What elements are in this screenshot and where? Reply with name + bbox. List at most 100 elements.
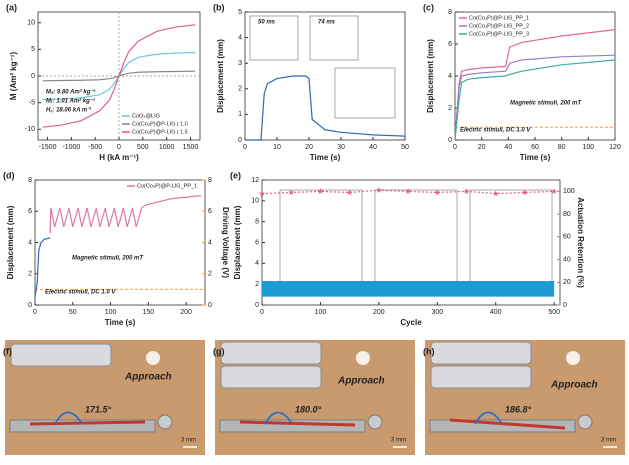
x-tick-label: 20: [478, 144, 486, 151]
star-marker: [317, 188, 324, 194]
x-tick-label: 1500: [183, 144, 199, 151]
y-axis-label: Displacement (mm): [6, 205, 15, 279]
annotation: Electric stimuli, DC 1.0 V: [460, 128, 531, 134]
x-tick-label: 0: [260, 309, 264, 316]
x-tick-label: 30: [337, 144, 345, 151]
legend-label: Co(Co₃P)@P-LIG_PP_1: [469, 15, 529, 21]
y2-axis-label: Driving Voltage (V): [221, 207, 230, 278]
x-tick-label: 100: [582, 144, 594, 151]
y-axis-label: Displacement (mm): [426, 39, 435, 113]
actuator: [29, 420, 146, 426]
panel-label: (h): [423, 346, 435, 356]
annotation: Magnetic stimuli, 200 mT: [510, 101, 582, 107]
x-tick-label: 60: [531, 144, 539, 151]
y-tick-label: 0: [255, 302, 259, 309]
scale-label: 3 mm: [181, 438, 196, 444]
star-marker: [405, 188, 412, 194]
annotation: Mᵣ: 1.01 Am² kg⁻¹: [46, 98, 95, 105]
star-marker: [551, 188, 558, 194]
magnet: [220, 365, 322, 389]
annotation: H꜀: 18.06 kA m⁻¹: [46, 107, 91, 114]
series-line: [42, 24, 196, 128]
y-tick-label: 2: [238, 86, 242, 93]
x-tick-label: 0: [117, 144, 121, 151]
angle-label: 171.5°: [85, 404, 112, 414]
y-tick-label: 2: [448, 105, 452, 112]
panel-label: (b): [213, 2, 225, 12]
plot-frame: [244, 11, 406, 141]
panel-label: (f): [3, 346, 12, 356]
legend-label: CoO₂@LIG: [132, 113, 160, 119]
y2-tick-label: 2: [208, 271, 212, 278]
series-line: [261, 189, 555, 195]
y2-tick-label: 0: [208, 302, 212, 309]
base-plate: [429, 419, 576, 433]
x-tick-label: 400: [490, 309, 502, 316]
series-line: [454, 54, 616, 141]
x-tick-label: 40: [369, 144, 377, 151]
y2-tick-label: 8: [208, 177, 212, 184]
y2-tick-label: 80: [563, 211, 571, 218]
x-tick-label: 1000: [159, 144, 175, 151]
series-line: [454, 59, 616, 141]
y-tick-label: 4: [448, 73, 452, 80]
x-tick-label: 50: [69, 309, 77, 316]
y2-axis-label: Actuation Retention (%): [576, 197, 585, 288]
y-tick-label: 10: [27, 20, 35, 27]
scale-label: 3 mm: [601, 438, 616, 444]
panel-label: (d): [3, 170, 15, 180]
y2-tick-label: 0: [563, 302, 567, 309]
x-tick-label: 150: [142, 309, 154, 316]
hinge: [157, 414, 173, 430]
y-tick-label: 8: [448, 9, 452, 16]
x-tick-label: 20: [305, 144, 313, 151]
annotation: Magnetic stimuli, 200 mT: [72, 256, 144, 262]
magnet: [430, 365, 532, 389]
star-marker: [521, 189, 528, 196]
x-tick-label: 50: [401, 144, 409, 151]
angle-arc: [54, 411, 82, 425]
series-line: [245, 75, 406, 141]
star-marker: [492, 190, 499, 197]
y-tick-label: 5: [238, 9, 242, 16]
y-tick-label: -10: [25, 126, 35, 133]
y-tick-label: 3: [238, 60, 242, 67]
star-marker: [346, 189, 353, 196]
x-tick-label: -1500: [39, 144, 57, 151]
legend-label: Co(Co₃P)@P-LIG_PP_2: [469, 23, 529, 29]
y2-tick-label: 4: [208, 239, 212, 246]
star-marker: [288, 189, 295, 196]
y2-tick-label: 60: [563, 234, 571, 241]
scale-label: 3 mm: [391, 438, 406, 444]
annotation: 74 ms: [318, 20, 336, 26]
inset: [469, 189, 553, 283]
angle-label: 180.0°: [295, 404, 322, 414]
approach-label: Approach: [124, 372, 172, 383]
approach-label: Approach: [550, 380, 598, 391]
x-tick-label: 100: [105, 309, 117, 316]
y-tick-label: -5: [29, 100, 35, 107]
y-tick-label: 2: [255, 281, 259, 288]
magnet: [430, 341, 532, 365]
y-tick-label: 0: [238, 137, 242, 144]
x-tick-label: 10: [273, 144, 281, 151]
x-tick-label: 200: [373, 309, 385, 316]
annotation: Mₛ: 9.80 Am² kg⁻¹: [46, 89, 96, 96]
legend-label: Co(Co₃P)@P-LIG | 1.5: [132, 129, 188, 135]
angle-label: 186.8°: [505, 404, 532, 414]
inset: [334, 67, 396, 119]
angle-arc: [474, 411, 502, 425]
x-axis-label: Time (s): [310, 153, 341, 162]
series-line: [454, 29, 616, 141]
panel-label: (a): [6, 2, 17, 12]
x-tick-label: 300: [431, 309, 443, 316]
x-tick-label: 0: [453, 144, 457, 151]
y-tick-label: 6: [448, 41, 452, 48]
y-tick-label: 0: [448, 137, 452, 144]
x-tick-label: 500: [548, 309, 560, 316]
x-tick-label: -500: [88, 144, 102, 151]
x-tick-label: 0: [243, 144, 247, 151]
y-tick-label: 4: [238, 34, 242, 41]
approach-label: Approach: [337, 376, 385, 387]
